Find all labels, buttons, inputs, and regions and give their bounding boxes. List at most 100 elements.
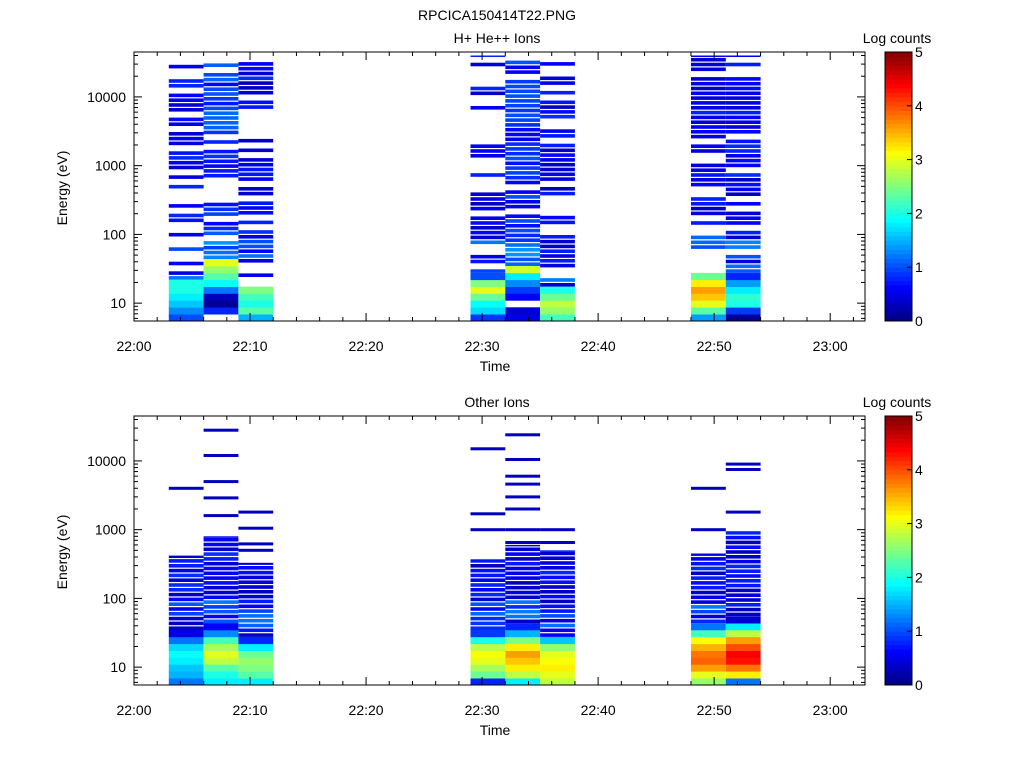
heatmap-cell	[505, 166, 541, 170]
heatmap-cell	[238, 90, 274, 95]
colorbar-segment	[885, 653, 912, 659]
heatmap-cell	[238, 562, 274, 565]
heatmap-cell	[168, 671, 204, 679]
heatmap-cell	[505, 113, 541, 118]
colorbar-segment	[885, 550, 912, 556]
heatmap-cell	[505, 279, 541, 287]
colorbar-segment	[885, 78, 912, 84]
heatmap-cell	[203, 600, 239, 604]
colorbar-segment	[885, 173, 912, 179]
heatmap-cell	[725, 593, 761, 597]
x-tick-label: 22:30	[465, 338, 500, 354]
heatmap-cell	[505, 127, 541, 132]
heatmap-cell	[168, 276, 204, 280]
heatmap-cell	[725, 269, 761, 273]
heatmap-cell	[725, 643, 761, 651]
heatmap-cell	[540, 191, 575, 196]
y-tick-label: 100	[103, 226, 127, 242]
heatmap-cell	[238, 664, 274, 672]
heatmap-cell	[725, 462, 761, 466]
figure-title: RPCICA150414T22.PNG	[418, 7, 576, 23]
heatmap-cell	[691, 77, 726, 81]
heatmap-cell	[203, 207, 239, 212]
heatmap-cell	[505, 643, 541, 651]
heatmap-cell	[691, 125, 726, 129]
heatmap-cell	[505, 195, 541, 199]
colorbar-segment	[885, 424, 912, 430]
colorbar-segment	[885, 83, 912, 89]
heatmap-cell	[470, 173, 506, 177]
heatmap-cell	[505, 262, 541, 266]
colorbar-tick-label: 3	[915, 152, 923, 168]
heatmap-cell	[238, 585, 274, 589]
heatmap-cell	[168, 117, 204, 122]
colorbar-tick-label: 5	[915, 44, 923, 60]
heatmap-cell	[203, 566, 239, 571]
colorbar-segment	[885, 204, 912, 210]
heatmap-cell	[238, 618, 274, 623]
colorbar-segment	[885, 155, 912, 161]
heatmap-cell	[203, 286, 239, 294]
heatmap-cell	[203, 154, 239, 159]
heatmap-cell	[691, 528, 726, 532]
heatmap-cell	[505, 614, 541, 619]
colorbar-segment	[885, 285, 912, 291]
heatmap-cell	[725, 130, 761, 134]
heatmap-cell	[203, 106, 239, 111]
heatmap-cell	[540, 110, 575, 114]
heatmap-cell	[203, 614, 239, 619]
heatmap-cell	[470, 286, 506, 294]
colorbar-segment	[885, 258, 912, 264]
heatmap-cell	[691, 211, 726, 216]
colorbar-segment	[885, 487, 912, 493]
y-tick-label: 10000	[87, 453, 126, 469]
colorbar-segment	[885, 599, 912, 605]
heatmap-cell	[470, 616, 506, 621]
heatmap-cell	[691, 576, 726, 580]
heatmap-cell	[691, 240, 726, 245]
heatmap-cell	[168, 156, 204, 160]
heatmap-cell	[203, 140, 239, 144]
heatmap-cell	[725, 671, 761, 679]
heatmap-cell	[540, 239, 575, 244]
heatmap-cell	[691, 182, 726, 187]
heatmap-cell	[168, 279, 204, 287]
heatmap-cell	[691, 293, 726, 301]
heatmap-cell	[725, 279, 761, 287]
heatmap-cell	[725, 106, 761, 110]
heatmap-cell	[505, 60, 541, 65]
heatmap-cell	[725, 579, 761, 583]
heatmap-cell	[238, 235, 274, 239]
heatmap-cell	[470, 621, 506, 626]
heatmap-cell	[203, 293, 239, 301]
heatmap-cell	[505, 190, 541, 194]
heatmap-cell	[725, 300, 761, 308]
heatmap-cell	[238, 201, 274, 205]
x-tick-label: 22:40	[581, 338, 616, 354]
heatmap-cell	[540, 177, 575, 181]
heatmap-cell	[505, 200, 541, 204]
heatmap-cell	[725, 531, 761, 535]
heatmap-cell	[691, 115, 726, 120]
panel-1-heatmap	[168, 55, 761, 322]
heatmap-cell	[238, 100, 274, 105]
heatmap-cell	[540, 590, 575, 594]
heatmap-cell	[540, 618, 575, 623]
heatmap-cell	[691, 178, 726, 182]
heatmap-cell	[238, 314, 274, 322]
colorbar-segment	[885, 137, 912, 143]
heatmap-cell	[725, 664, 761, 672]
heatmap-cell	[505, 79, 541, 84]
heatmap-cell	[505, 84, 541, 89]
heatmap-cell	[505, 103, 541, 108]
heatmap-cell	[203, 250, 239, 255]
heatmap-cell	[540, 575, 575, 580]
heatmap-cell	[470, 86, 506, 91]
panel-1-axes: 22:00 22:10 22:20 22:30 22:40 22:50 23:00 10 100…	[87, 52, 865, 354]
heatmap-cell	[505, 544, 541, 547]
heatmap-cell	[691, 619, 726, 624]
heatmap-cell	[470, 154, 506, 158]
heatmap-cell	[470, 607, 506, 611]
colorbar-segment	[885, 671, 912, 677]
heatmap-cell	[505, 541, 541, 544]
